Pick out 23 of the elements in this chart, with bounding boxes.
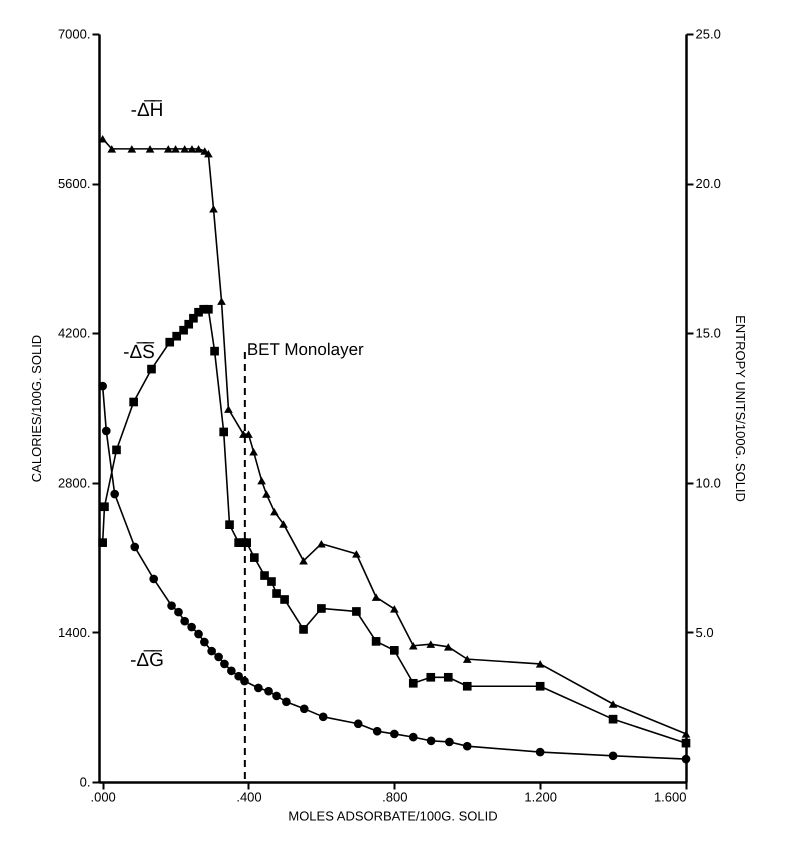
ref-line-label: BET Monolayer xyxy=(246,340,364,359)
y-tick-label: 1400. xyxy=(58,624,90,640)
x-tick-label: 1.600 xyxy=(654,790,686,804)
y2-tick-label: 10.0 xyxy=(696,475,721,490)
y2-axis-title: ENTROPY UNITS/100G. SOLID xyxy=(732,315,748,502)
series-label: -Δ̅G̅ xyxy=(130,650,164,671)
series-label: -Δ̅H̅ xyxy=(130,100,164,121)
y2-tick-label: 5.0 xyxy=(696,624,714,640)
x-tick-label: 1.200 xyxy=(524,790,557,804)
y-axis-title: CALORIES/100G. SOLID xyxy=(28,334,44,482)
y-tick-label: 0. xyxy=(80,774,90,790)
y-tick-label: 4200. xyxy=(58,326,90,341)
y-tick-label: 2800. xyxy=(58,475,90,490)
x-axis-title: MOLES ADSORBATE/100G. SOLID xyxy=(288,808,498,824)
y-tick-label: 7000. xyxy=(58,26,90,42)
series-label: -Δ̅S̅ xyxy=(123,342,155,363)
y2-tick-label: 20.0 xyxy=(696,176,721,192)
x-tick-label: .400 xyxy=(236,790,262,804)
x-tick-label: .000 xyxy=(90,790,116,804)
y-tick-label: 5600. xyxy=(58,176,90,192)
x-tick-label: .800 xyxy=(382,790,408,804)
y2-tick-label: 15.0 xyxy=(696,326,721,341)
y2-tick-label: 25.0 xyxy=(696,26,721,42)
